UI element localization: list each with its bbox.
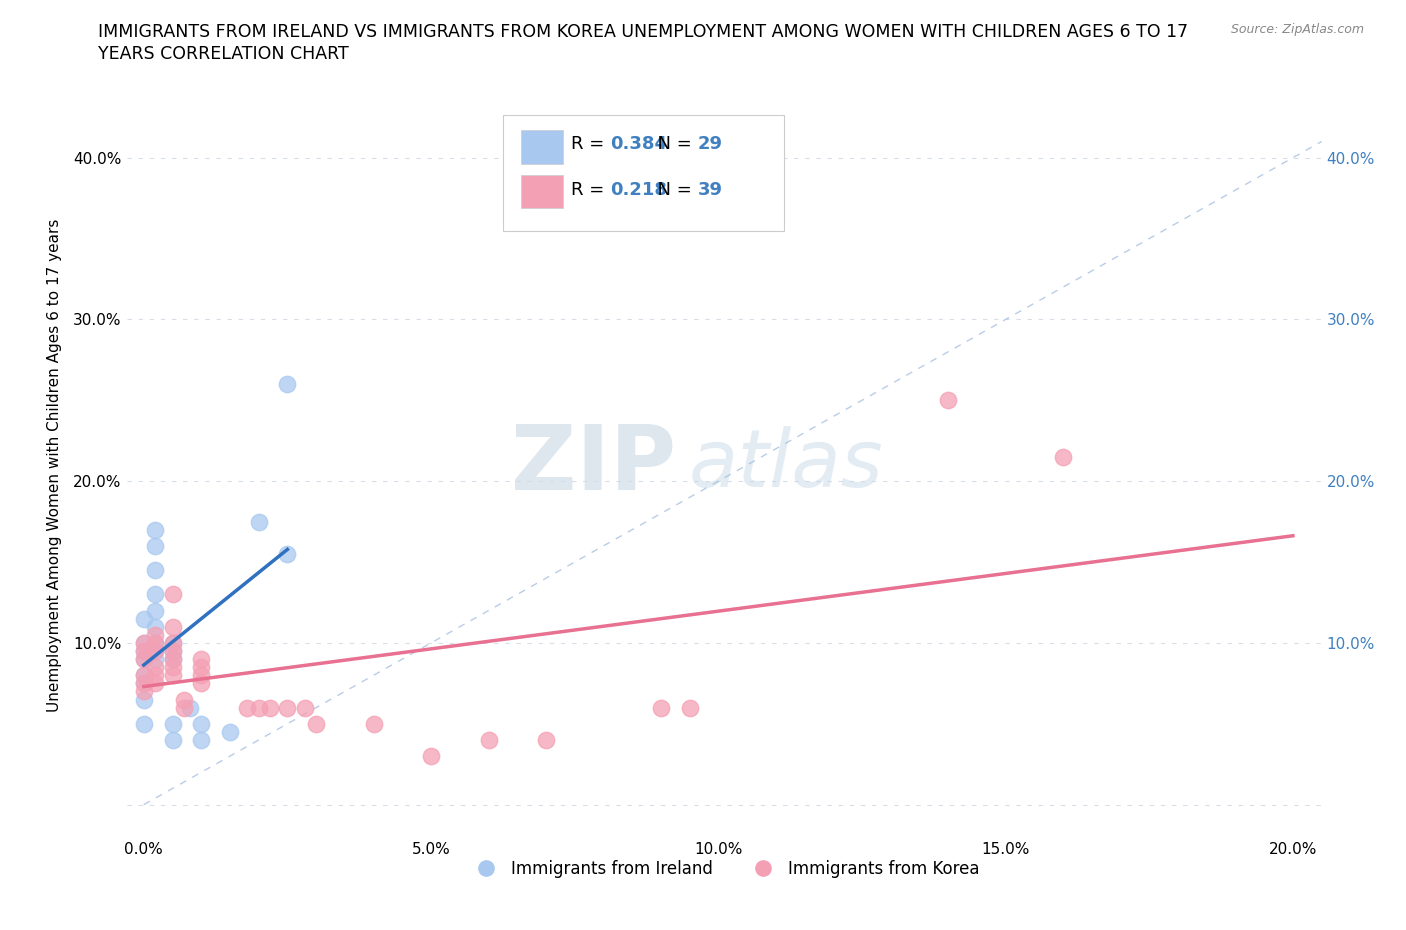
Point: [143, 635, 166, 650]
Point: [132, 635, 155, 650]
Point: [132, 668, 155, 683]
Point: [132, 635, 155, 650]
Text: N =: N =: [647, 180, 697, 199]
Point: [162, 733, 184, 748]
Point: [190, 668, 212, 683]
Point: [132, 676, 155, 691]
Point: [143, 628, 166, 643]
Point: [132, 652, 155, 667]
FancyBboxPatch shape: [520, 175, 562, 208]
Text: Source: ZipAtlas.com: Source: ZipAtlas.com: [1230, 23, 1364, 36]
Point: [143, 659, 166, 674]
Point: [219, 724, 242, 739]
Text: 0.218: 0.218: [610, 180, 668, 199]
Text: R =: R =: [571, 180, 610, 199]
Point: [143, 604, 166, 618]
Point: [162, 635, 184, 650]
Point: [143, 668, 166, 683]
Point: [143, 644, 166, 658]
Point: [179, 700, 201, 715]
Point: [162, 644, 184, 658]
FancyBboxPatch shape: [520, 130, 562, 164]
Point: [132, 692, 155, 707]
Point: [294, 700, 316, 715]
Point: [162, 659, 184, 674]
Point: [247, 514, 270, 529]
Legend: Immigrants from Ireland, Immigrants from Korea: Immigrants from Ireland, Immigrants from…: [463, 853, 986, 884]
Point: [259, 700, 281, 715]
Point: [477, 733, 499, 748]
Point: [534, 733, 557, 748]
Text: 29: 29: [697, 135, 723, 153]
Point: [143, 523, 166, 538]
Point: [143, 676, 166, 691]
Point: [143, 635, 166, 650]
Point: [162, 587, 184, 602]
Point: [173, 700, 195, 715]
FancyBboxPatch shape: [503, 115, 785, 231]
Point: [173, 692, 195, 707]
Point: [190, 652, 212, 667]
Point: [650, 700, 672, 715]
Point: [143, 619, 166, 634]
Text: YEARS CORRELATION CHART: YEARS CORRELATION CHART: [98, 45, 349, 62]
Point: [162, 716, 184, 731]
Point: [305, 716, 328, 731]
Point: [132, 611, 155, 626]
Point: [276, 700, 298, 715]
Point: [420, 749, 443, 764]
Point: [143, 563, 166, 578]
Point: [162, 652, 184, 667]
Point: [236, 700, 259, 715]
Point: [132, 716, 155, 731]
Point: [162, 652, 184, 667]
Point: [190, 659, 212, 674]
Point: [190, 733, 212, 748]
Point: [276, 547, 298, 562]
Point: [162, 619, 184, 634]
Text: ZIP: ZIP: [512, 421, 676, 509]
Text: R =: R =: [571, 135, 610, 153]
Point: [143, 652, 166, 667]
Point: [247, 700, 270, 715]
Text: 0.384: 0.384: [610, 135, 668, 153]
Point: [936, 392, 959, 407]
Y-axis label: Unemployment Among Women with Children Ages 6 to 17 years: Unemployment Among Women with Children A…: [46, 219, 62, 711]
Point: [143, 587, 166, 602]
Point: [363, 716, 385, 731]
Point: [132, 676, 155, 691]
Point: [143, 644, 166, 658]
Point: [1052, 449, 1074, 464]
Text: 39: 39: [697, 180, 723, 199]
Point: [162, 668, 184, 683]
Point: [132, 668, 155, 683]
Point: [132, 644, 155, 658]
Text: atlas: atlas: [688, 426, 883, 504]
Point: [162, 644, 184, 658]
Point: [276, 377, 298, 392]
Point: [132, 684, 155, 698]
Point: [132, 644, 155, 658]
Point: [132, 652, 155, 667]
Text: IMMIGRANTS FROM IRELAND VS IMMIGRANTS FROM KOREA UNEMPLOYMENT AMONG WOMEN WITH C: IMMIGRANTS FROM IRELAND VS IMMIGRANTS FR…: [98, 23, 1188, 41]
Point: [143, 538, 166, 553]
Point: [190, 676, 212, 691]
Point: [162, 635, 184, 650]
Text: N =: N =: [647, 135, 697, 153]
Point: [190, 716, 212, 731]
Point: [678, 700, 700, 715]
